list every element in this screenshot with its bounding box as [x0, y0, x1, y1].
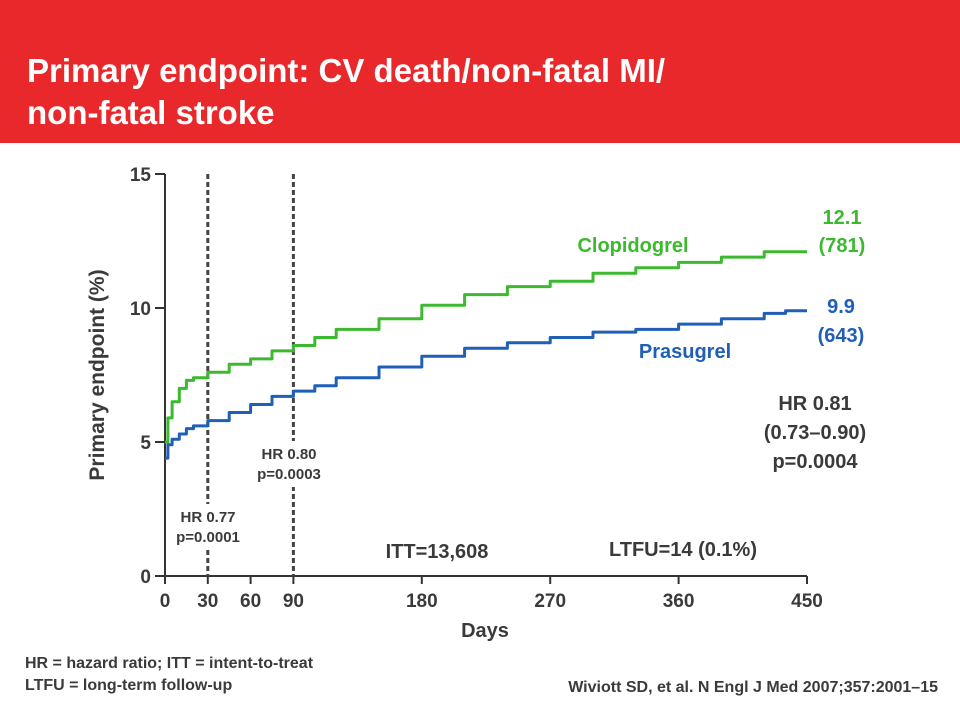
x-tick-label: 0	[160, 591, 171, 612]
y-tick-label: 5	[140, 433, 151, 454]
itt-label: ITT=13,608	[386, 541, 489, 563]
prasugrel-end-value: 9.9	[827, 296, 855, 318]
x-tick-label: 30	[197, 591, 218, 612]
landmark-p-label: p=0.0003	[257, 466, 321, 483]
x-tick-label: 60	[240, 591, 261, 612]
landmark-label-bg	[166, 504, 250, 550]
landmark-hr-label: HR 0.80	[261, 446, 316, 463]
slide-title: Primary endpoint: CV death/non-fatal MI/…	[27, 52, 666, 131]
title-banner	[0, 0, 960, 143]
x-tick-label: 270	[534, 591, 566, 612]
x-tick-label: 180	[406, 591, 438, 612]
series-label-prasugrel: Prasugrel	[639, 341, 731, 363]
series-label-clopidogrel: Clopidogrel	[577, 235, 688, 257]
landmark-label-bg	[247, 441, 331, 487]
footnotes: HR = hazard ratio; ITT = intent-to-treat…	[25, 653, 313, 697]
clopidogrel-end-value: 12.1	[823, 207, 862, 229]
x-tick-label: 90	[283, 591, 304, 612]
prasugrel-end-count: (643)	[818, 325, 865, 347]
y-tick-label: 0	[140, 567, 151, 588]
y-tick-label: 10	[130, 299, 151, 320]
landmark-p-label: p=0.0001	[176, 529, 240, 546]
overall-hr-line: HR 0.81	[778, 393, 851, 415]
x-tick-label: 360	[663, 591, 695, 612]
x-axis-label: Days	[461, 620, 509, 642]
overall-hr-line: (0.73–0.90)	[764, 422, 866, 444]
y-tick-label: 15	[130, 165, 152, 186]
x-tick-label: 450	[791, 591, 823, 612]
series-line-clopidogrel	[165, 250, 807, 444]
landmark-hr-label: HR 0.77	[180, 509, 235, 526]
clopidogrel-end-count: (781)	[819, 235, 866, 257]
series-line-prasugrel	[165, 309, 807, 460]
footnote-ltfu: LTFU = long-term follow-up	[25, 677, 233, 694]
ltfu-label: LTFU=14 (0.1%)	[609, 539, 757, 561]
footnote-abbreviations: HR = hazard ratio; ITT = intent-to-treat	[25, 655, 314, 672]
y-axis-label: Primary endpoint (%)	[86, 269, 109, 480]
citation: Wiviott SD, et al. N Engl J Med 2007;357…	[568, 679, 938, 696]
overall-hr-line: p=0.0004	[772, 451, 858, 473]
